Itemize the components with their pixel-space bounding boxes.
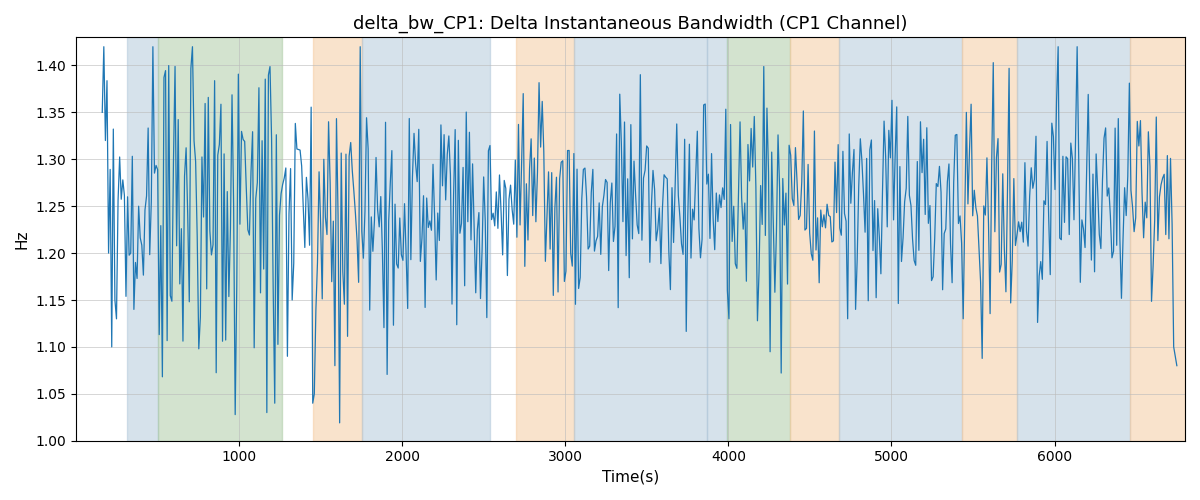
Bar	[127, 38, 157, 440]
Bar	[516, 38, 574, 440]
Bar	[1018, 38, 1129, 440]
Bar	[791, 38, 839, 440]
Bar	[574, 38, 707, 440]
Bar	[707, 38, 727, 440]
Bar	[727, 38, 791, 440]
X-axis label: Time(s): Time(s)	[602, 470, 659, 485]
Title: delta_bw_CP1: Delta Instantaneous Bandwidth (CP1 Channel): delta_bw_CP1: Delta Instantaneous Bandwi…	[353, 15, 908, 34]
Bar	[1129, 38, 1184, 440]
Bar	[312, 38, 361, 440]
Bar	[157, 38, 282, 440]
Y-axis label: Hz: Hz	[14, 230, 30, 249]
Bar	[361, 38, 491, 440]
Bar	[961, 38, 1018, 440]
Bar	[839, 38, 961, 440]
